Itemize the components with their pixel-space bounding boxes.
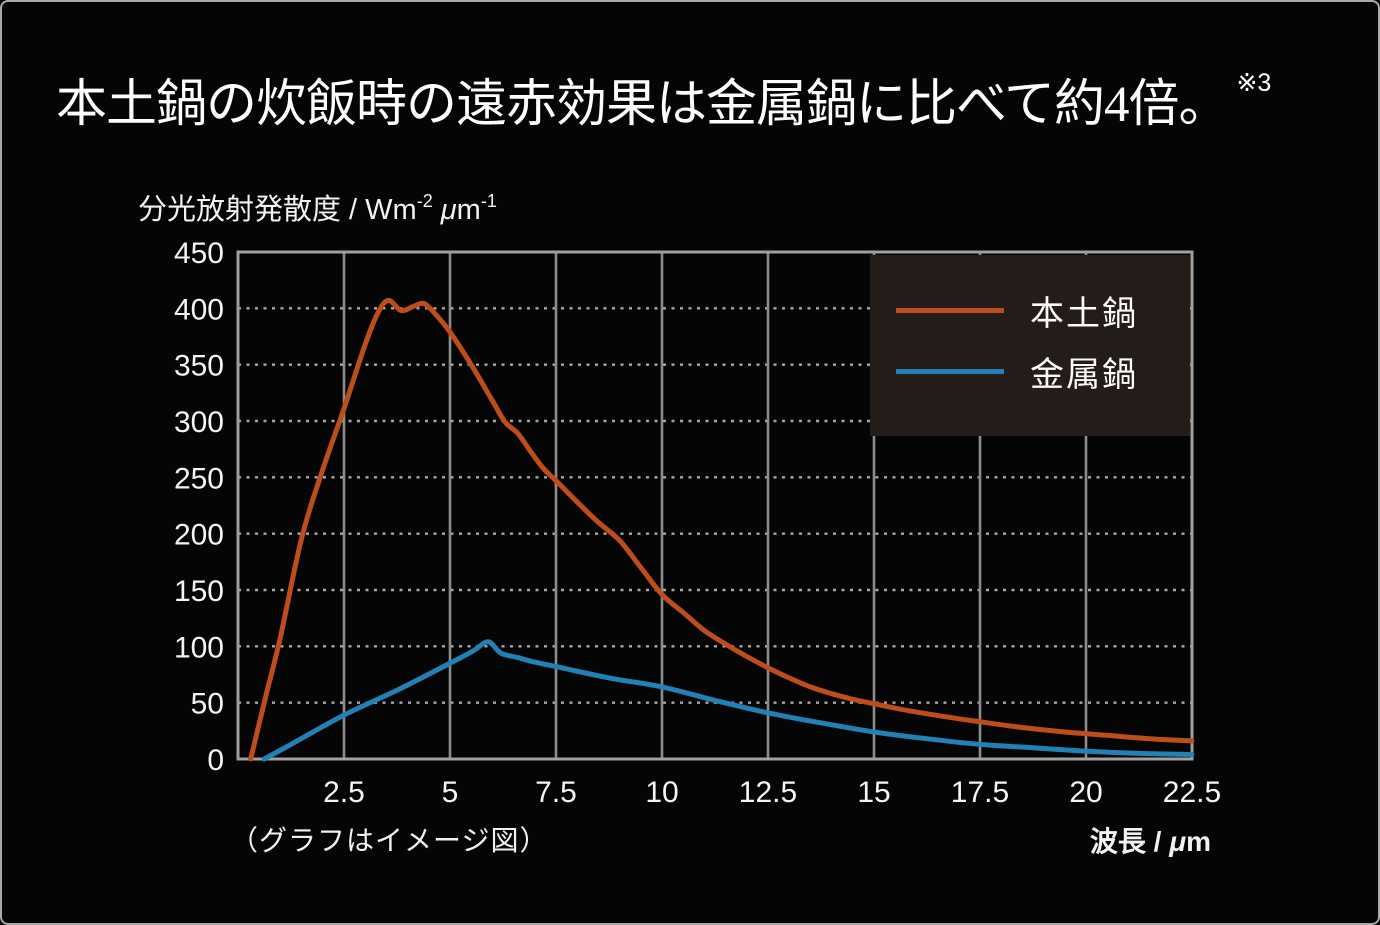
series-line-1 <box>261 639 1195 762</box>
y-axis-unit-m: m <box>456 194 481 226</box>
x-tick-label: 10 <box>645 776 678 809</box>
x-tick-label: 2.5 <box>323 776 365 809</box>
x-axis-unit-prefix: 波長 / <box>1089 826 1170 857</box>
y-axis-unit-sup-1: -1 <box>480 191 497 211</box>
plot-frame <box>236 250 1194 761</box>
x-axis-unit-label: 波長 / μm <box>1090 820 1211 860</box>
y-tick-label: 150 <box>174 575 224 608</box>
page-title-text: 本土鍋の炊飯時の遠赤効果は金属鍋に比べて約4倍。 <box>56 77 1229 133</box>
y-tick-label: 100 <box>174 631 224 664</box>
x-axis-unit-m: m <box>1186 826 1211 857</box>
legend-label-clay-pot: 本土鍋 <box>1030 294 1138 333</box>
legend-line-swatch-clay-pot <box>896 307 1004 313</box>
y-axis-unit-label: 分光放射発散度 / Wm-2 μm-1 <box>138 186 497 228</box>
y-tick-label: 50 <box>191 688 224 721</box>
y-axis-unit-sup-2: -2 <box>416 191 433 211</box>
x-tick-label: 7.5 <box>535 776 577 809</box>
graph-disclaimer-note: （グラフはイメージ図） <box>230 825 549 856</box>
legend-line-swatch-metal-pot <box>896 368 1004 374</box>
y-tick-label: 400 <box>174 293 224 326</box>
y-tick-label: 200 <box>174 519 224 552</box>
series-line-0 <box>248 297 1195 762</box>
y-axis-unit-prefix: 分光放射発散度 / Wm <box>138 194 417 226</box>
legend-item-clay-pot: 本土鍋 <box>896 288 1138 333</box>
x-axis-unit-mu: μ <box>1169 826 1187 857</box>
y-axis-unit-mu: μ <box>432 194 457 226</box>
legend-label-metal-pot: 金属鍋 <box>1030 355 1138 394</box>
chart-legend: 本土鍋 金属鍋 <box>870 255 1190 436</box>
page-title: 本土鍋の炊飯時の遠赤効果は金属鍋に比べて約4倍。 ※3 <box>56 68 1271 138</box>
y-tick-label: 450 <box>174 237 224 270</box>
legend-item-metal-pot: 金属鍋 <box>896 349 1138 394</box>
y-tick-label: 300 <box>174 406 224 439</box>
x-tick-label: 12.5 <box>739 776 797 809</box>
x-tick-label: 20 <box>1069 776 1102 809</box>
y-tick-label: 350 <box>174 350 224 383</box>
x-tick-label: 5 <box>442 776 459 809</box>
title-footnote-marker: ※3 <box>1236 69 1272 97</box>
x-tick-label: 22.5 <box>1163 776 1221 809</box>
x-tick-label: 17.5 <box>951 776 1009 809</box>
y-tick-label: 0 <box>207 744 224 777</box>
x-tick-label: 15 <box>857 776 890 809</box>
y-tick-label: 250 <box>174 462 224 495</box>
